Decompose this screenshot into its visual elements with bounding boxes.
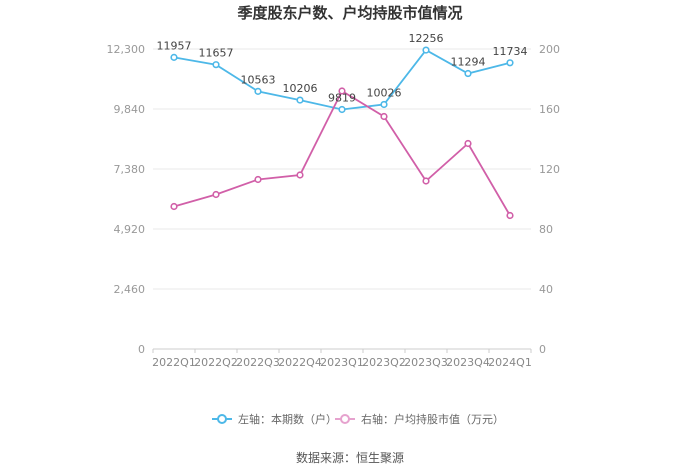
left-axis-ticks: 0 2,460 4,920 7,380 9,840 12,300 bbox=[107, 43, 146, 356]
x-tick-label: 2023Q4 bbox=[446, 356, 490, 369]
series-point-right bbox=[380, 112, 388, 121]
data-label: 11657 bbox=[199, 47, 234, 60]
legend-item-right-series[interactable]: 右轴：户均持股市值（万元） bbox=[335, 412, 504, 426]
left-tick-label: 12,300 bbox=[107, 43, 146, 56]
x-tick-label: 2024Q1 bbox=[488, 356, 532, 369]
series-point-left bbox=[464, 69, 472, 78]
legend-marker-left bbox=[217, 414, 227, 424]
series-point-right bbox=[296, 171, 304, 179]
legend[interactable]: 左轴：本期数（户） 右轴：户均持股市值（万元） bbox=[212, 412, 504, 426]
x-tick-label: 2023Q1 bbox=[320, 356, 364, 369]
x-tick-label: 2022Q3 bbox=[236, 356, 280, 369]
right-tick-label: 200 bbox=[539, 43, 560, 56]
chart-title: 季度股东户数、户均持股市值情况 bbox=[237, 4, 462, 22]
series-point-left bbox=[338, 105, 346, 114]
data-label: 10206 bbox=[283, 82, 318, 95]
left-tick-label: 7,380 bbox=[114, 163, 146, 176]
data-label: 9819 bbox=[328, 92, 356, 105]
right-tick-label: 120 bbox=[539, 163, 560, 176]
left-tick-label: 2,460 bbox=[114, 283, 146, 296]
x-tick-label: 2023Q2 bbox=[362, 356, 406, 369]
data-label: 11294 bbox=[451, 56, 486, 69]
right-axis-ticks: 0 40 80 120 160 200 bbox=[539, 43, 560, 356]
legend-label-left: 左轴：本期数（户） bbox=[238, 412, 337, 426]
series-point-right bbox=[506, 211, 514, 220]
series-point-right bbox=[170, 202, 178, 211]
legend-marker-right bbox=[340, 414, 350, 424]
left-tick-label: 4,920 bbox=[114, 223, 146, 236]
series-point-left bbox=[506, 59, 514, 67]
x-tick-label: 2022Q4 bbox=[278, 356, 322, 369]
right-tick-label: 0 bbox=[539, 343, 546, 356]
right-tick-label: 40 bbox=[539, 283, 553, 296]
series-point-right bbox=[464, 139, 472, 148]
right-tick-label: 160 bbox=[539, 103, 560, 116]
data-label: 11734 bbox=[493, 45, 528, 58]
series-point-left bbox=[212, 61, 220, 69]
series-point-left bbox=[380, 100, 388, 109]
series-point-left bbox=[254, 87, 262, 95]
data-label: 12256 bbox=[409, 32, 444, 45]
series-point-right bbox=[212, 190, 220, 199]
legend-label-right: 右轴：户均持股市值（万元） bbox=[361, 412, 504, 426]
source-text: 数据来源：恒生聚源 bbox=[296, 450, 404, 465]
left-tick-label: 0 bbox=[138, 343, 145, 356]
right-tick-label: 80 bbox=[539, 223, 553, 236]
series-point-left bbox=[422, 46, 430, 54]
x-tick-label: 2022Q2 bbox=[194, 356, 238, 369]
x-tick-label: 2023Q3 bbox=[404, 356, 448, 369]
series-point-right bbox=[338, 87, 346, 95]
data-labels: 11957 11657 10563 10206 9819 10026 12256 11294 1… bbox=[157, 32, 528, 104]
left-tick-label: 9,840 bbox=[114, 103, 146, 116]
x-tick-label: 2022Q1 bbox=[152, 356, 196, 369]
x-axis-ticks: 2022Q12022Q22022Q32022Q42023Q12023Q22023… bbox=[152, 349, 532, 369]
legend-item-left-series[interactable]: 左轴：本期数（户） bbox=[212, 412, 337, 426]
series-group bbox=[170, 46, 514, 220]
series-point-left bbox=[296, 96, 304, 104]
data-label: 10026 bbox=[367, 86, 402, 99]
data-label: 10563 bbox=[241, 73, 276, 86]
data-label: 11957 bbox=[157, 39, 192, 52]
series-point-right bbox=[254, 175, 262, 184]
series-point-right bbox=[422, 177, 430, 185]
series-point-left bbox=[170, 53, 178, 61]
